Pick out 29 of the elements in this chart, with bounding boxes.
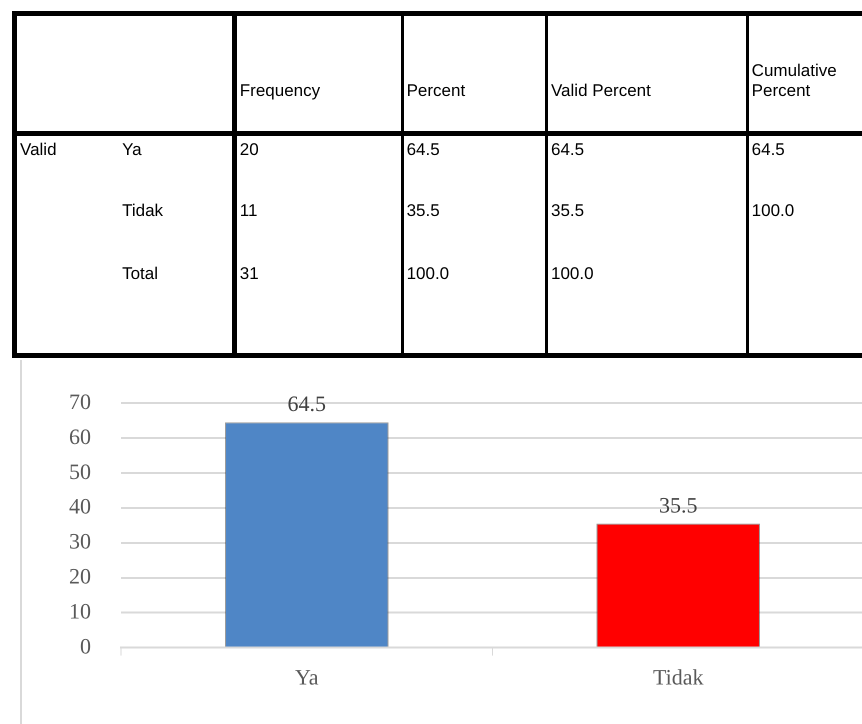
- category-label: Total: [122, 264, 158, 284]
- text: 100.0: [752, 201, 794, 220]
- y-tick-label: 30: [69, 528, 91, 554]
- y-tick-label: 10: [69, 598, 91, 624]
- text: 64.5: [406, 140, 440, 160]
- text: 100.0: [406, 264, 450, 284]
- category-label: Tidak: [122, 201, 164, 220]
- text: 64.5: [752, 140, 785, 160]
- category-label: Cumulative Percent: [747, 14, 862, 134]
- category-label: Ya: [122, 140, 142, 160]
- text: 31: [240, 264, 259, 284]
- text: 11: [240, 201, 258, 220]
- data-label: 64.5: [288, 391, 326, 416]
- category-label: Percent: [402, 14, 546, 134]
- y-tick-label: 70: [69, 388, 91, 414]
- category-label: Valid: [20, 140, 57, 160]
- category-label: Valid Percent: [546, 14, 748, 134]
- y-tick-label: 0: [80, 633, 91, 658]
- y-tick-label: 50: [69, 458, 91, 484]
- y-tick-label: 20: [69, 564, 91, 589]
- y-tick-label: 40: [69, 494, 91, 519]
- text: 64.5: [550, 140, 584, 160]
- category-label: Frequency: [234, 14, 402, 134]
- text: 35.5: [550, 201, 584, 220]
- y-tick-label: 60: [69, 424, 91, 449]
- text: 35.5: [406, 201, 440, 220]
- data-label: 35.5: [659, 492, 698, 518]
- text: 20: [240, 140, 259, 160]
- text: 100.0: [550, 264, 594, 284]
